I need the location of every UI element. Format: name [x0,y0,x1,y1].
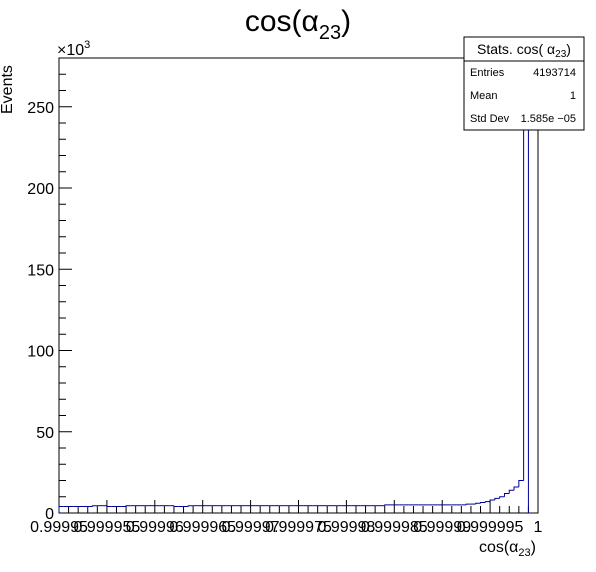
y-tick-label: 100 [27,344,54,361]
histogram-bin [518,480,524,487]
stats-stddev-value: 1.585e −05 [521,113,576,125]
histogram-bin [513,486,519,491]
stats-stddev-label: Std Dev [470,113,510,125]
histogram-bin [499,496,505,499]
y-exponent-label: ×103 [57,39,90,59]
histogram-bin [494,497,500,500]
x-tick-label: 0.99998 [317,519,375,536]
y-tick-label: 50 [36,425,54,442]
x-tick-label: 0.99999 [413,519,471,536]
histogram-bin [480,501,486,504]
axis-tick-labels: 0501001502002500.999950.9999550.999960.9… [27,100,542,536]
x-tick-label: 0.999955 [74,519,141,536]
stats-entries-value: 4193714 [533,67,576,79]
y-tick-label: 0 [45,506,54,523]
histogram-bin [58,506,64,513]
stats-entries-label: Entries [470,67,505,79]
x-tick-label: 0.999995 [457,519,524,536]
y-tick-label: 200 [27,181,54,198]
x-axis-title: cos(α23) [479,539,536,559]
axis-ticks [58,73,539,514]
chart-title: cos(α23) [245,5,351,44]
histogram-bin [465,503,471,505]
histogram-bin [508,489,515,494]
x-tick-label: 0.999975 [265,519,332,536]
stats-box-frame [463,36,585,131]
histogram-bin [106,505,112,507]
x-tick-label: 0.99996 [126,519,184,536]
stats-box: Stats. cos( α23) Entries 4193714 Mean 1 … [463,36,585,131]
histogram-bin [173,505,179,507]
histogram-bin [489,499,495,502]
y-tick-label: 250 [27,100,54,117]
x-tick-label: 0.99995 [30,519,88,536]
histogram-bin [484,501,491,503]
stats-mean-label: Mean [470,90,498,102]
histogram-bin [384,504,390,506]
stats-mean-value: 1 [570,90,576,102]
x-tick-label: 0.99997 [222,519,280,536]
x-tick-label: 0.999985 [361,519,428,536]
x-tick-label: 1 [534,519,543,536]
histogram-bin [475,502,481,505]
y-tick-label: 150 [27,262,54,279]
histogram-bars [58,64,529,513]
histogram-bin [125,505,131,507]
histogram-bin [92,505,98,507]
histogram-bin [503,493,510,497]
histogram-bin [523,64,529,513]
histogram-bin [187,505,194,507]
y-axis-title: Events [0,65,16,114]
stats-title: Stats. cos( α23) [477,41,571,60]
x-tick-label: 0.999965 [169,519,236,536]
